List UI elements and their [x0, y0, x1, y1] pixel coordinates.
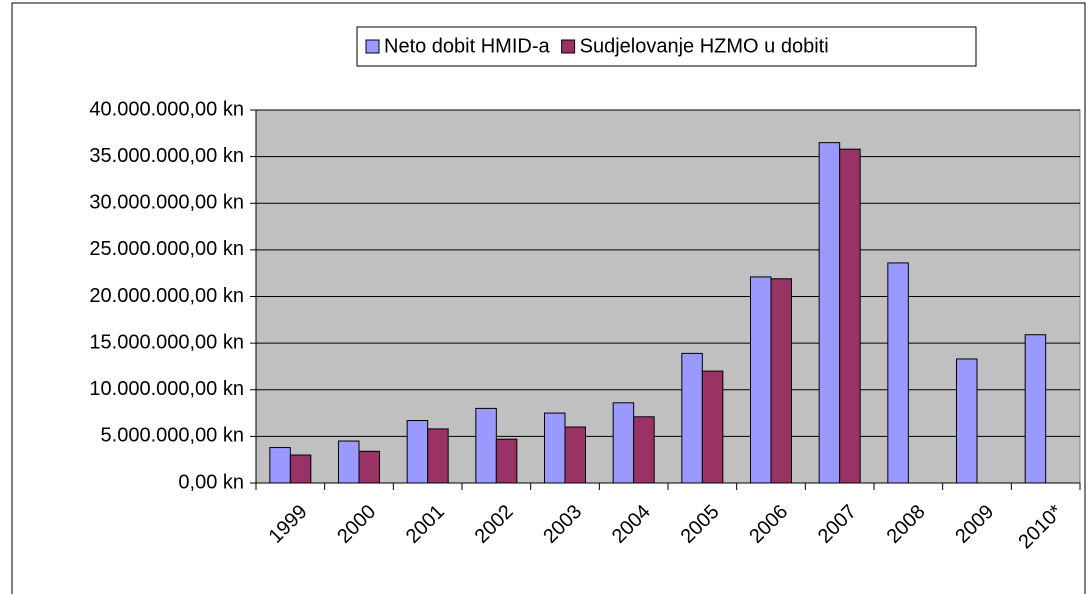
- bar: [1024, 334, 1047, 484]
- bar: [701, 370, 724, 484]
- bar: [770, 278, 792, 484]
- bar: [358, 450, 380, 484]
- y-tick-label: 15.000.000,00 kn: [89, 331, 244, 353]
- bar: [338, 440, 360, 484]
- legend-swatch: [365, 39, 380, 54]
- bar: [612, 402, 635, 484]
- y-tick-label: 35.000.000,00 kn: [89, 145, 244, 167]
- bar: [269, 447, 291, 484]
- legend-swatch: [561, 39, 576, 54]
- legend-label: Neto dobit HMID-a: [384, 35, 550, 57]
- bar: [839, 148, 861, 484]
- y-tick-label: 20.000.000,00 kn: [89, 285, 244, 307]
- bar: [681, 352, 703, 484]
- legend-box: [356, 26, 977, 67]
- y-tick-label: 10.000.000,00 kn: [89, 378, 244, 400]
- y-tick-label: 25.000.000,00 kn: [89, 238, 244, 260]
- bar: [406, 420, 429, 484]
- bar: [289, 454, 312, 484]
- bar: [495, 438, 518, 484]
- y-tick-label: 40.000.000,00 kn: [89, 98, 244, 120]
- y-tick-label: 5.000.000,00 kn: [101, 425, 244, 447]
- y-tick-label: 0,00 kn: [178, 471, 244, 493]
- bar: [427, 428, 449, 484]
- bar: [818, 142, 841, 484]
- bar: [564, 426, 586, 484]
- y-tick-label: 30.000.000,00 kn: [89, 192, 244, 214]
- bar: [956, 358, 978, 484]
- bar: [475, 407, 497, 484]
- bar: [633, 416, 655, 484]
- legend-label: Sudjelovanje HZMO u dobiti: [580, 35, 829, 57]
- bar: [887, 262, 909, 484]
- bar: [750, 276, 772, 484]
- bar: [544, 412, 566, 484]
